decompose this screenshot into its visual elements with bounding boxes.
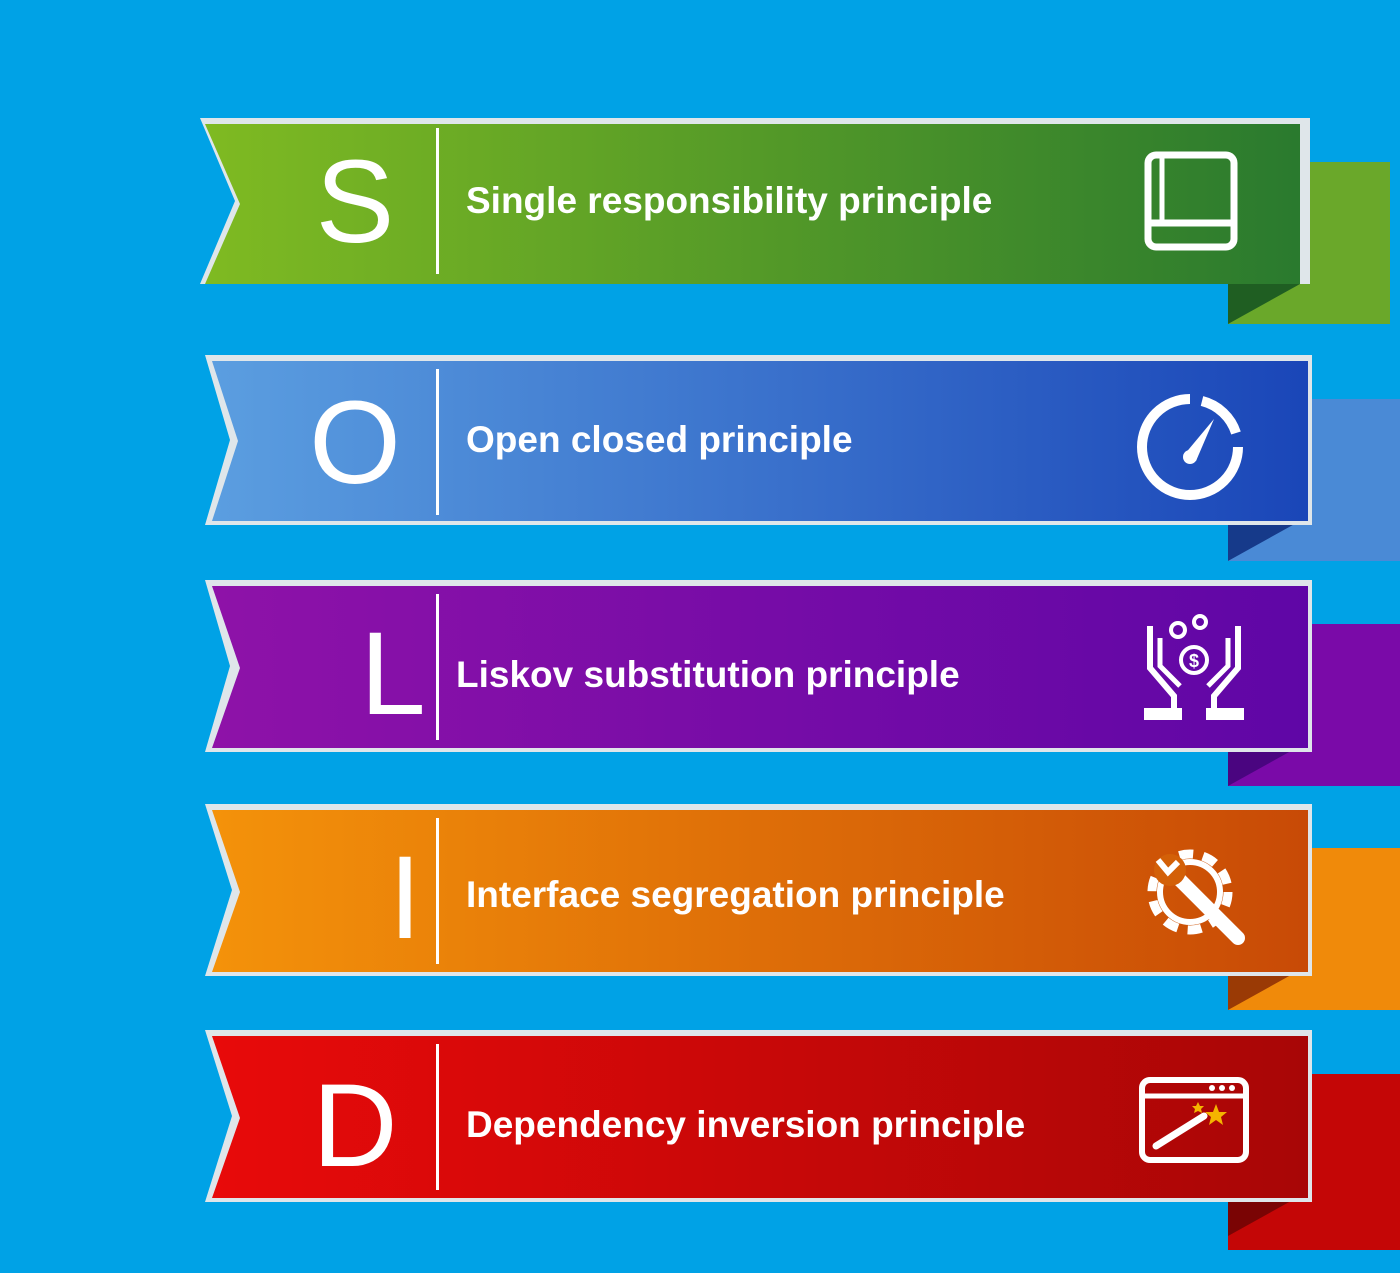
letter-i: I [388, 832, 422, 964]
ribbon-d-shape [205, 1030, 1400, 1250]
book-icon [1130, 141, 1250, 261]
divider [436, 818, 439, 964]
divider [436, 369, 439, 515]
letter-o: O [309, 377, 401, 509]
divider [436, 128, 439, 274]
ribbon-o-shape [205, 355, 1400, 561]
principle-label: Dependency inversion principle [466, 1104, 1026, 1145]
ribbon-d: D Dependency inversion principle [0, 1030, 1400, 1250]
gear-wrench-icon [1130, 832, 1250, 952]
letter-l: L [360, 608, 426, 740]
principle-label: Single responsibility principle [466, 180, 993, 221]
letter-s: S [315, 136, 395, 268]
divider [436, 1044, 439, 1190]
letter-d: D [312, 1060, 398, 1192]
principle-label: Liskov substitution principle [456, 654, 960, 695]
svg-text:$: $ [1189, 651, 1199, 671]
ribbon-s-shape [200, 118, 1390, 324]
principle-label: Interface segregation principle [466, 874, 1005, 915]
divider [436, 594, 439, 740]
speedometer-icon [1130, 385, 1250, 505]
ribbon-i: I Interface segregation principle [0, 804, 1400, 1024]
browser-wand-icon [1130, 1062, 1250, 1182]
ribbon-o: O Open closed principle [0, 355, 1400, 575]
ribbon-l-shape [205, 580, 1400, 786]
ribbon-i-shape [205, 804, 1400, 1010]
hands-money-icon: $ [1130, 608, 1250, 728]
ribbon-l: L Liskov substitution principle $ [0, 580, 1400, 800]
ribbon-s: S Single responsibility principle [0, 118, 1400, 338]
principle-label: Open closed principle [466, 419, 853, 460]
